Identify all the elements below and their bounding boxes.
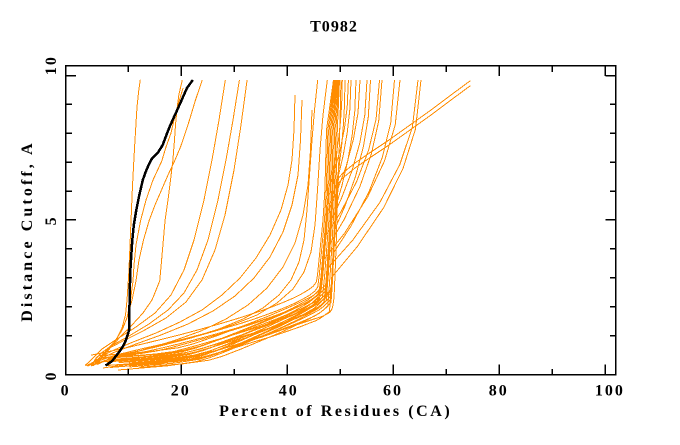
svg-text:5: 5 bbox=[43, 215, 60, 225]
svg-text:40: 40 bbox=[279, 383, 299, 400]
svg-text:60: 60 bbox=[383, 383, 403, 400]
svg-text:100: 100 bbox=[595, 383, 625, 400]
svg-text:0: 0 bbox=[61, 383, 71, 400]
svg-text:T0982: T0982 bbox=[310, 19, 358, 36]
svg-text:20: 20 bbox=[171, 383, 191, 400]
svg-text:10: 10 bbox=[43, 55, 60, 75]
svg-text:0: 0 bbox=[43, 371, 60, 381]
svg-text:Distance Cutoff, A: Distance Cutoff, A bbox=[19, 140, 36, 322]
svg-text:Percent of Residues (CA): Percent of Residues (CA) bbox=[219, 403, 452, 420]
svg-text:80: 80 bbox=[489, 383, 509, 400]
